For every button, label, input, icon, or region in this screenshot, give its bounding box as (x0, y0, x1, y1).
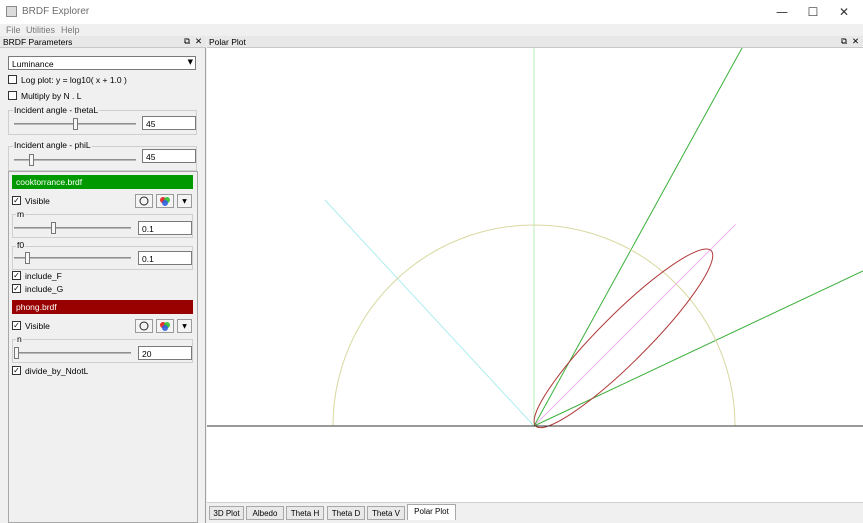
menu-file[interactable]: File (6, 25, 21, 35)
phi-input[interactable]: 45 (142, 149, 196, 163)
float-icon[interactable]: ⧉ (841, 37, 848, 47)
brdf-parameters-title: BRDF Parameters (3, 37, 73, 47)
tab-3d-plot[interactable]: 3D Plot (209, 506, 244, 520)
circle-icon (139, 196, 149, 206)
mode-select[interactable]: Luminance ▼ (8, 56, 196, 70)
include-g-label: include_G (25, 284, 64, 294)
log-plot-label: Log plot: y = log10( x + 1.0 ) (21, 75, 127, 85)
reference-semicircle (332, 224, 736, 427)
include-f-checkbox[interactable]: ✓ (12, 271, 21, 280)
brdf-parameters-panel: BRDF Parameters ⧉ ✕ Luminance ▼ Log plot… (0, 36, 206, 523)
mode-select-value: Luminance (12, 59, 54, 69)
phong-n-group (12, 339, 193, 363)
circle-icon (139, 321, 149, 331)
cook-color-button[interactable] (156, 194, 174, 208)
close-icon[interactable]: ✕ (195, 37, 203, 47)
phong-n-input[interactable]: 20 (138, 346, 192, 360)
divide-by-ndotl-checkbox[interactable]: ✓ (12, 366, 21, 375)
phong-visible-label: Visible (25, 321, 50, 331)
theta-label: Incident angle - thetaL (13, 105, 100, 115)
polar-plot-panel: Polar Plot ⧉ ✕ 3D Plot Albedo Theta H Th… (207, 36, 863, 523)
phi-slider-handle[interactable] (29, 154, 34, 166)
phong-color-button[interactable] (156, 319, 174, 333)
close-icon[interactable]: ✕ (852, 37, 860, 47)
phong-n-slider[interactable] (14, 347, 131, 359)
multiply-checkbox[interactable] (8, 91, 17, 100)
chevron-down-icon: ▼ (187, 58, 193, 66)
polar-plot-title: Polar Plot (209, 37, 246, 47)
phong-draw-mode-button[interactable] (135, 319, 153, 333)
phi-label: Incident angle - phiL (13, 140, 92, 150)
log-plot-checkbox[interactable] (8, 75, 17, 84)
include-f-label: include_F (25, 271, 62, 281)
tab-polar-plot[interactable]: Polar Plot (407, 504, 456, 520)
cook-f0-slider-handle[interactable] (25, 252, 30, 264)
polar-plot-canvas[interactable] (207, 48, 863, 502)
cook-draw-mode-button[interactable] (135, 194, 153, 208)
cooktorrance-lobe-line-a (533, 48, 743, 427)
theta-slider-handle[interactable] (73, 118, 78, 130)
phong-n-slider-handle[interactable] (14, 347, 19, 359)
cook-f0-label: f0 (16, 240, 26, 250)
float-icon[interactable]: ⧉ (184, 37, 191, 47)
cook-f0-group (12, 246, 193, 270)
close-button[interactable]: ✕ (838, 5, 850, 19)
brdf-parameters-header: BRDF Parameters ⧉ ✕ (0, 36, 206, 48)
cook-m-group (12, 214, 193, 238)
incident-direction-line (324, 199, 535, 427)
cook-f0-input[interactable]: 0.1 (138, 251, 192, 265)
theta-input[interactable]: 45 (142, 116, 196, 130)
brdf-name-phong[interactable]: phong.brdf (12, 300, 193, 314)
phong-visible-checkbox[interactable]: ✓ (12, 321, 21, 330)
cook-m-slider-handle[interactable] (51, 222, 56, 234)
title-bar: BRDF Explorer — ☐ ✕ (0, 0, 863, 24)
color-wheel-icon (160, 322, 170, 331)
app-icon (6, 6, 17, 17)
menu-help[interactable]: Help (61, 25, 80, 35)
phi-group (8, 146, 197, 171)
chevron-down-icon: ▼ (182, 198, 187, 205)
reflection-direction-line (533, 224, 736, 427)
phong-n-label: n (16, 334, 23, 344)
cook-options-button[interactable]: ▼ (177, 194, 192, 208)
tab-theta-d[interactable]: Theta D (327, 506, 365, 520)
cook-f0-slider[interactable] (14, 252, 131, 264)
cook-m-input[interactable]: 0.1 (138, 221, 192, 235)
cook-m-slider[interactable] (14, 222, 131, 234)
minimize-button[interactable]: — (776, 5, 788, 19)
tab-theta-h[interactable]: Theta H (286, 506, 324, 520)
divide-by-ndotl-label: divide_by_NdotL (25, 366, 89, 376)
include-g-checkbox[interactable]: ✓ (12, 284, 21, 293)
chevron-down-icon: ▼ (182, 323, 187, 330)
menu-bar: File Utilities Help (0, 24, 863, 36)
cook-m-label: m (16, 209, 26, 219)
plot-tab-bar: 3D Plot Albedo Theta H Theta D Theta V P… (207, 502, 863, 523)
color-wheel-icon (160, 197, 170, 206)
cook-visible-checkbox[interactable]: ✓ (12, 196, 21, 205)
phong-options-button[interactable]: ▼ (177, 319, 192, 333)
multiply-label: Multiply by N . L (21, 91, 82, 101)
brdf-name-cooktorrance[interactable]: cooktorrance.brdf (12, 175, 193, 189)
cook-visible-label: Visible (25, 196, 50, 206)
phong-lobe (533, 248, 714, 429)
menu-utilities[interactable]: Utilities (26, 25, 56, 35)
phi-slider[interactable] (14, 154, 136, 166)
polar-plot-header: Polar Plot ⧉ ✕ (207, 36, 863, 48)
tab-albedo[interactable]: Albedo (246, 506, 284, 520)
cooktorrance-lobe-line-b (533, 270, 863, 427)
maximize-button[interactable]: ☐ (807, 5, 819, 19)
window-title: BRDF Explorer (22, 6, 90, 17)
tab-theta-v[interactable]: Theta V (367, 506, 405, 520)
theta-group (8, 110, 197, 135)
theta-slider[interactable] (14, 118, 136, 130)
